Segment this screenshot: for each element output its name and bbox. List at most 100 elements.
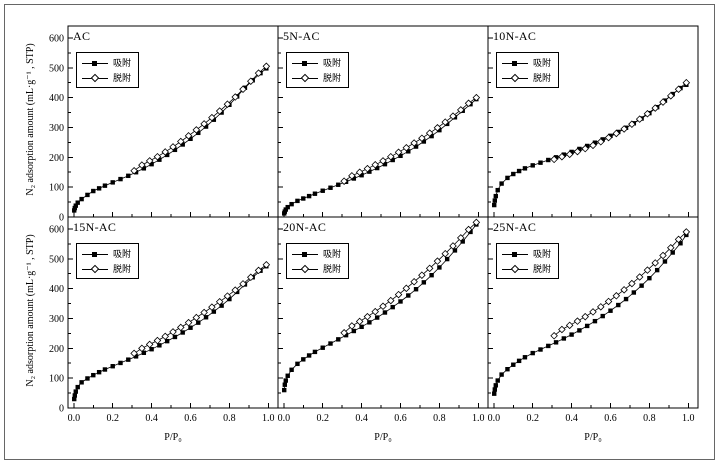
filled-square-marker — [295, 361, 300, 367]
open-diamond-marker — [161, 148, 169, 156]
x-tick-labels: 0.0 0.2 0.4 0.6 0.8 1.0 — [68, 413, 275, 424]
svg-text:100: 100 — [49, 374, 64, 385]
panel-title-25n-ac: 25N-AC — [493, 220, 537, 234]
filled-square-marker — [367, 169, 372, 174]
open-diamond-marker — [387, 296, 395, 305]
open-diamond-marker — [355, 317, 364, 326]
filled-square-marker — [398, 299, 403, 304]
open-diamond-marker — [363, 312, 372, 321]
open-diamond-marker — [145, 157, 154, 165]
filled-square-marker — [382, 161, 388, 167]
open-diamond-marker — [550, 332, 558, 340]
series-line — [133, 264, 267, 354]
open-diamond-marker — [208, 303, 216, 311]
svg-text:0.6: 0.6 — [394, 413, 407, 424]
open-diamond-marker — [457, 234, 465, 242]
filled-square-marker-icon — [502, 250, 528, 258]
filled-square-marker — [72, 396, 77, 402]
svg-text:200: 200 — [49, 153, 64, 164]
filled-square-marker — [351, 176, 357, 181]
filled-square-marker — [538, 347, 543, 352]
filled-square-marker — [359, 324, 364, 330]
open-diamond-marker-icon — [502, 264, 528, 273]
open-diamond-marker — [239, 280, 247, 288]
filled-square-marker — [522, 166, 528, 171]
svg-text:0: 0 — [59, 404, 64, 415]
filled-square-marker — [584, 143, 590, 149]
open-diamond-marker — [348, 322, 356, 330]
open-diamond-marker — [597, 138, 605, 146]
adsorption-series — [72, 66, 269, 213]
filled-square-marker — [227, 296, 232, 302]
filled-square-marker — [336, 337, 341, 342]
open-diamond-marker — [161, 332, 169, 341]
filled-square-marker-icon — [502, 59, 528, 67]
y-tick-labels: 0 100 200 300 400 500 600 — [49, 224, 64, 414]
filled-square-marker — [577, 328, 582, 333]
filled-square-marker — [616, 302, 621, 308]
open-diamond-marker — [667, 92, 675, 100]
open-diamond-marker — [231, 93, 239, 101]
filled-square-marker — [85, 376, 90, 381]
legend-label-adsorption: 吸附 — [323, 249, 342, 259]
legend-row-desorption: 脱附 — [292, 263, 341, 274]
open-diamond-marker — [682, 78, 691, 87]
axis-ticks — [488, 228, 689, 409]
open-diamond-marker — [231, 286, 239, 294]
filled-square-marker — [429, 133, 434, 139]
open-diamond-marker — [192, 126, 201, 134]
open-diamond-marker — [581, 144, 589, 153]
open-diamond-marker — [565, 321, 574, 330]
open-diamond-marker — [643, 109, 652, 118]
filled-square-marker — [516, 168, 522, 174]
filled-square-marker — [141, 166, 147, 171]
open-diamond-marker — [184, 132, 193, 140]
svg-text:0.0: 0.0 — [278, 413, 291, 424]
panel-20N-AC: 0.0 0.2 0.4 0.6 0.8 1.0 — [277, 216, 489, 424]
filled-square-marker — [351, 328, 357, 334]
legend-label-adsorption: 吸附 — [113, 249, 132, 259]
open-diamond-marker — [651, 259, 659, 267]
filled-square-marker — [452, 248, 458, 253]
open-diamond-marker — [402, 284, 411, 293]
filled-square-marker — [600, 137, 605, 142]
filled-square-marker — [569, 332, 574, 337]
open-diamond-marker — [441, 249, 449, 258]
filled-square-marker — [516, 358, 522, 364]
filled-square-marker — [429, 272, 434, 278]
svg-text:600: 600 — [49, 33, 64, 44]
filled-square-marker — [546, 157, 551, 163]
series-line — [553, 231, 687, 337]
filled-square-marker — [301, 357, 306, 362]
filled-square-marker — [289, 201, 294, 207]
filled-square-marker — [188, 136, 193, 142]
open-diamond-marker — [573, 147, 582, 156]
open-diamond-marker — [659, 251, 667, 260]
open-diamond-marker — [682, 228, 691, 236]
series-line — [343, 222, 477, 334]
filled-square-marker — [511, 362, 516, 367]
filled-square-marker — [444, 256, 450, 262]
filled-square-marker — [91, 188, 96, 194]
filled-square-marker — [126, 173, 131, 179]
open-diamond-marker — [153, 152, 162, 161]
filled-square-marker — [72, 208, 77, 213]
desorption-series — [130, 62, 271, 175]
filled-square-marker — [306, 353, 312, 358]
filled-square-marker — [639, 283, 644, 288]
open-diamond-marker — [363, 164, 372, 173]
filled-square-marker — [164, 152, 170, 158]
legend-row-desorption: 脱附 — [502, 72, 551, 83]
filled-square-marker — [73, 389, 78, 394]
svg-text:500: 500 — [49, 63, 64, 74]
series-line — [73, 68, 267, 211]
filled-square-marker — [283, 207, 288, 212]
open-diamond-marker — [472, 93, 481, 102]
open-diamond-marker — [177, 137, 185, 146]
filled-square-marker — [133, 354, 139, 359]
filled-square-marker-icon — [82, 250, 108, 258]
open-diamond-marker — [262, 62, 271, 71]
filled-square-marker — [320, 345, 325, 350]
filled-square-marker — [569, 149, 574, 155]
filled-square-marker — [196, 130, 201, 136]
